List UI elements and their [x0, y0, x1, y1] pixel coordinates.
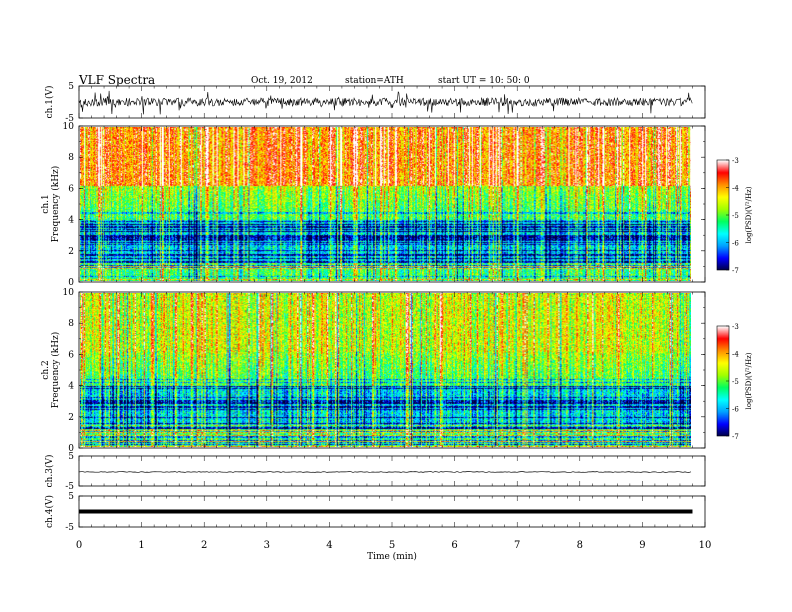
- y-tick-label: 0: [68, 278, 74, 288]
- colorbar-tick-label: -4: [732, 351, 739, 359]
- colorbar-tick-label: -5: [732, 212, 739, 220]
- x-tick-label: 6: [451, 540, 457, 551]
- x-tick-label: 7: [514, 540, 520, 551]
- y-axis-label: Frequency (kHz): [50, 166, 61, 243]
- colorbar-label: log(PSD)(V²/Hz): [745, 352, 753, 409]
- y-tick-label: 4: [68, 382, 74, 392]
- x-tick-label: 8: [577, 540, 583, 551]
- x-tick-label: 10: [699, 540, 712, 551]
- y-tick-label: 6: [68, 350, 74, 360]
- y-tick-label: -5: [65, 482, 74, 492]
- x-tick-label: 1: [138, 540, 144, 551]
- x-tick-label: 5: [389, 540, 395, 551]
- y-tick-label: 5: [68, 82, 74, 92]
- y-tick-label: 5: [68, 452, 74, 462]
- station-label: station=ATH: [345, 76, 404, 86]
- y-tick-label: 10: [63, 288, 75, 298]
- x-tick-label: 9: [639, 540, 645, 551]
- y-tick-label: -5: [65, 523, 74, 533]
- colorbar-tick-label: -4: [732, 185, 739, 193]
- y-tick-label: 8: [68, 153, 74, 163]
- x-axis-label: Time (min): [367, 551, 417, 562]
- start-time-label: start UT = 10: 50: 0: [438, 76, 530, 86]
- y-axis-label: ch.1(V): [44, 86, 55, 119]
- y-tick-label: 2: [68, 413, 74, 423]
- x-tick-label: 3: [264, 540, 270, 551]
- waveform-ch4: [79, 509, 693, 514]
- colorbar-tick-label: -6: [732, 406, 739, 414]
- colorbar-tick-label: -3: [732, 157, 739, 165]
- x-tick-label: 4: [326, 540, 332, 551]
- x-tick-label: 2: [201, 540, 207, 551]
- waveform-ch1: [78, 90, 693, 115]
- waveform-ch3: [78, 471, 692, 473]
- y-tick-label: -5: [65, 114, 74, 124]
- y-axis-label: ch.4(V): [44, 495, 55, 528]
- colorbar-tick-label: -7: [732, 267, 739, 275]
- colorbar-label: log(PSD)(V²/Hz): [745, 186, 753, 243]
- date-label: Oct. 19, 2012: [251, 76, 313, 86]
- y-tick-label: 4: [68, 216, 74, 226]
- y-axis-label: ch.1: [41, 194, 51, 213]
- y-tick-label: 6: [68, 184, 74, 194]
- y-tick-label: 8: [68, 319, 74, 329]
- y-tick-label: 5: [68, 492, 74, 502]
- colorbar-tick-label: -5: [732, 378, 739, 386]
- spectrogram-ch1: [80, 127, 691, 281]
- colorbar-tick-label: -3: [732, 323, 739, 331]
- y-tick-label: 10: [63, 122, 75, 132]
- chart-title: VLF Spectra: [79, 73, 156, 87]
- x-tick-label: 0: [76, 540, 82, 551]
- colorbar-tick-label: -7: [732, 433, 739, 441]
- colorbar-tick-label: -6: [732, 240, 739, 248]
- spectrogram-ch2: [80, 293, 691, 447]
- y-axis-label: ch.2: [41, 360, 51, 379]
- y-tick-label: 2: [68, 247, 74, 257]
- y-axis-label: Frequency (kHz): [50, 332, 61, 409]
- y-axis-label: ch.3(V): [44, 455, 55, 488]
- y-tick-label: 0: [68, 444, 74, 454]
